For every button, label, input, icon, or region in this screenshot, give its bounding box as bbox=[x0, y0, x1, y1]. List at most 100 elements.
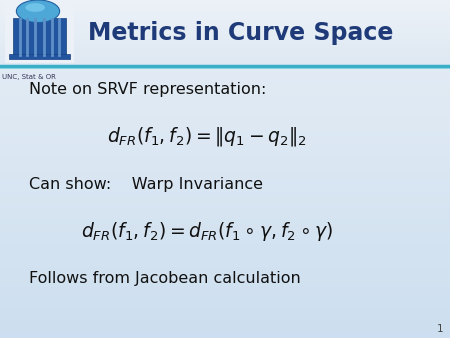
Bar bbox=[0, 107, 450, 110]
Text: $d_{FR}(f_1, f_2) = \|q_1 - q_2\|_2$: $d_{FR}(f_1, f_2) = \|q_1 - q_2\|_2$ bbox=[107, 125, 307, 148]
Bar bbox=[0, 135, 450, 138]
Ellipse shape bbox=[16, 0, 59, 23]
Bar bbox=[0, 225, 450, 228]
Bar bbox=[0, 327, 450, 330]
Bar bbox=[0, 17, 450, 18]
Bar bbox=[0, 7, 450, 8]
Bar bbox=[0, 163, 450, 166]
Bar bbox=[0, 251, 450, 254]
Bar bbox=[0, 192, 450, 194]
Bar bbox=[0, 245, 450, 248]
Bar bbox=[0, 113, 450, 116]
Bar bbox=[0, 65, 450, 68]
Bar bbox=[0, 20, 450, 21]
Bar bbox=[0, 3, 450, 5]
Bar bbox=[0, 53, 450, 54]
Bar bbox=[0, 132, 450, 135]
Bar bbox=[0, 189, 450, 192]
Bar bbox=[0, 211, 450, 214]
Bar bbox=[9, 54, 70, 59]
Bar bbox=[0, 84, 450, 87]
Bar bbox=[0, 82, 450, 84]
Bar bbox=[0, 200, 450, 203]
Bar bbox=[0, 56, 450, 58]
Bar bbox=[0, 155, 450, 158]
Bar bbox=[0, 58, 450, 59]
Bar bbox=[0, 17, 450, 20]
Bar bbox=[0, 40, 450, 42]
Bar bbox=[0, 242, 450, 245]
Bar bbox=[0, 59, 450, 62]
Bar bbox=[0, 36, 450, 38]
Bar bbox=[0, 149, 450, 152]
Bar bbox=[0, 265, 450, 268]
Bar bbox=[0, 37, 450, 40]
Bar bbox=[0, 172, 450, 175]
Bar bbox=[0, 293, 450, 296]
Bar bbox=[0, 158, 450, 161]
Bar bbox=[0, 254, 450, 256]
Bar bbox=[0, 5, 450, 7]
Bar bbox=[0, 93, 450, 96]
Bar bbox=[0, 138, 450, 141]
Bar bbox=[0, 11, 450, 13]
Bar bbox=[0, 313, 450, 315]
Bar bbox=[0, 315, 450, 318]
Bar bbox=[0, 8, 450, 10]
Bar bbox=[0, 76, 450, 79]
Bar bbox=[0, 46, 450, 48]
Text: 1: 1 bbox=[436, 324, 443, 334]
Bar bbox=[0, 335, 450, 338]
Bar bbox=[0, 56, 450, 59]
Bar bbox=[0, 10, 450, 11]
Bar bbox=[0, 38, 450, 40]
Bar bbox=[0, 175, 450, 177]
Bar bbox=[0, 14, 450, 17]
Bar bbox=[0, 332, 450, 335]
Bar bbox=[0, 248, 450, 251]
Bar bbox=[0, 256, 450, 259]
Bar bbox=[0, 68, 450, 70]
Text: Note on SRVF representation:: Note on SRVF representation: bbox=[29, 82, 266, 97]
Bar bbox=[0, 231, 450, 234]
Bar bbox=[0, 99, 450, 101]
Bar bbox=[0, 48, 450, 51]
Bar bbox=[0, 194, 450, 197]
Bar bbox=[0, 270, 450, 273]
Bar bbox=[0, 59, 450, 61]
Bar bbox=[0, 321, 450, 324]
Bar bbox=[0, 127, 450, 129]
Bar bbox=[0, 209, 450, 211]
Bar bbox=[0, 51, 450, 53]
Bar bbox=[0, 48, 450, 49]
Bar bbox=[0, 183, 450, 186]
Bar bbox=[0, 2, 450, 3]
Bar bbox=[0, 0, 450, 3]
Bar bbox=[0, 18, 450, 20]
Bar bbox=[0, 222, 450, 225]
Bar bbox=[0, 33, 450, 34]
Bar bbox=[0, 40, 450, 41]
Bar bbox=[0, 63, 450, 64]
Text: Can show:    Warp Invariance: Can show: Warp Invariance bbox=[29, 177, 263, 192]
Text: Follows from Jacobean calculation: Follows from Jacobean calculation bbox=[29, 271, 301, 286]
Bar bbox=[0, 30, 450, 31]
Bar bbox=[0, 146, 450, 149]
Bar bbox=[0, 110, 450, 113]
Bar bbox=[0, 268, 450, 270]
Bar bbox=[0, 28, 450, 31]
Bar bbox=[0, 45, 450, 48]
Bar bbox=[0, 104, 450, 107]
Bar bbox=[0, 21, 450, 23]
Bar bbox=[0, 301, 450, 304]
Bar bbox=[0, 79, 450, 82]
Bar bbox=[0, 42, 450, 45]
Bar bbox=[0, 34, 450, 37]
Ellipse shape bbox=[25, 3, 45, 12]
Bar bbox=[0, 87, 450, 90]
Bar bbox=[0, 49, 450, 51]
Bar bbox=[0, 96, 450, 99]
Bar bbox=[0, 31, 450, 34]
Bar bbox=[0, 273, 450, 276]
Bar bbox=[0, 180, 450, 183]
